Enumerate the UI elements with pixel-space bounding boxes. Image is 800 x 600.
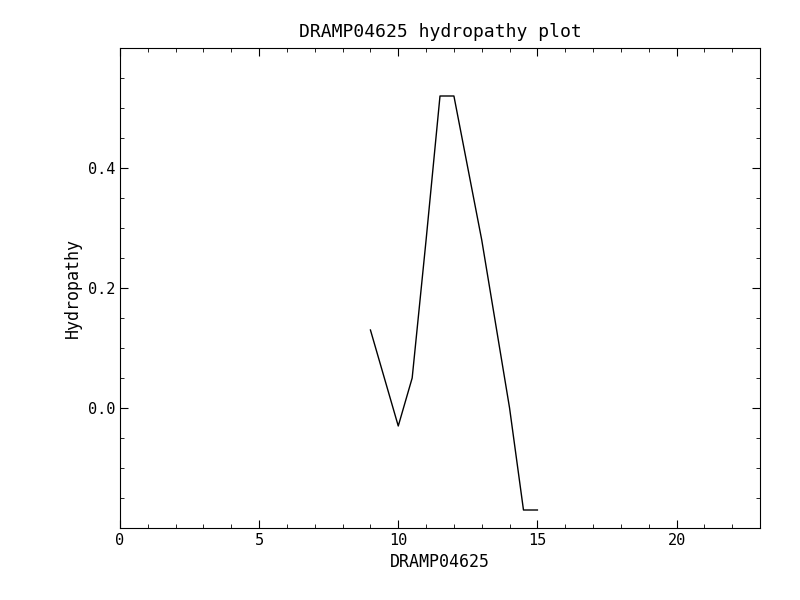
- Y-axis label: Hydropathy: Hydropathy: [64, 238, 82, 338]
- X-axis label: DRAMP04625: DRAMP04625: [390, 553, 490, 571]
- Title: DRAMP04625 hydropathy plot: DRAMP04625 hydropathy plot: [298, 23, 582, 41]
